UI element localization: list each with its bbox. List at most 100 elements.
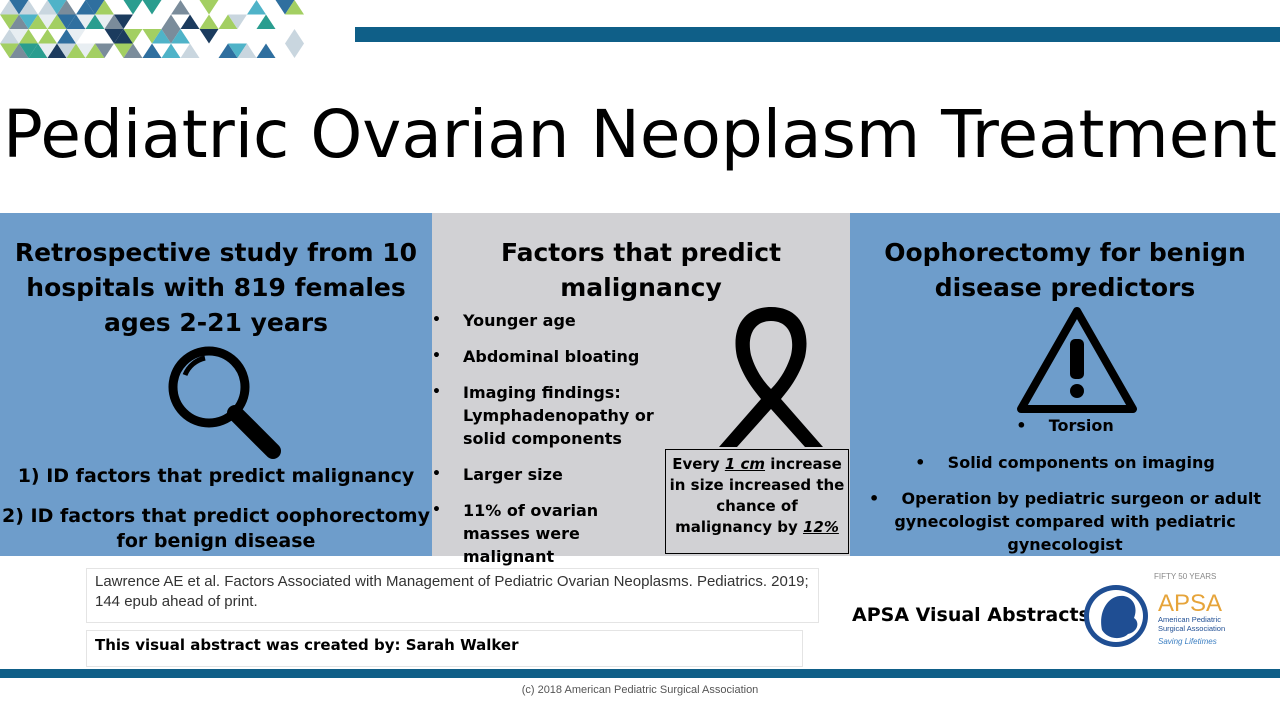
callout-prefix: Every [672, 455, 725, 473]
mosaic-triangle [47, 14, 67, 29]
copyright-notice: (c) 2018 American Pediatric Surgical Ass… [521, 684, 759, 696]
logo-org-line: Surgical Association [1158, 624, 1225, 633]
mosaic-triangle [38, 43, 57, 58]
aim-one: 1) ID factors that predict malignancy [17, 465, 415, 487]
factor-item: Younger age [432, 309, 667, 332]
magnifying-glass-icon [168, 346, 281, 459]
apsa-logo: FIFTY 50 YEARS APSA American Pediatric S… [1084, 572, 1225, 647]
mosaic-triangle [0, 14, 19, 29]
callout-percent: 12% [802, 518, 839, 536]
mosaic-triangle [123, 0, 143, 15]
oophorectomy-heading: Oophorectomy for benign disease predicto… [850, 235, 1280, 305]
mosaic-triangle [76, 0, 95, 15]
predictor-text: Operation by pediatric surgeon or adult … [894, 489, 1262, 554]
mosaic-triangle [247, 0, 266, 15]
page-title: Pediatric Ovarian Neoplasm Treatment [2, 96, 1278, 173]
citation-box: Lawrence AE et al. Factors Associated wi… [86, 568, 819, 623]
mosaic-triangle [85, 14, 105, 29]
mosaic-triangle [199, 29, 219, 44]
warning-icon [1017, 307, 1137, 413]
mosaic-triangle [66, 14, 86, 29]
oophorectomy-predictors-panel: Oophorectomy for benign disease predicto… [850, 213, 1280, 556]
mosaic-triangle [95, 0, 114, 15]
mosaic-triangle [285, 0, 304, 15]
mosaic-triangle [275, 0, 295, 15]
mosaic-triangle [76, 14, 95, 29]
mosaic-triangle [256, 14, 276, 29]
size-risk-callout: Every 1 cm increase in size increased th… [665, 449, 849, 554]
mosaic-triangle [142, 29, 162, 44]
mosaic-triangle [114, 14, 133, 29]
factor-item: Imaging findings: Lymphadenopathy or sol… [432, 381, 667, 450]
mosaic-triangle [123, 29, 143, 44]
mosaic-triangle [85, 43, 105, 58]
mosaic-triangle [76, 43, 95, 58]
malignancy-factors-panel: Factors that predict malignancy Younger … [432, 213, 850, 566]
mosaic-triangle [9, 29, 29, 44]
heading-line: Retrospective study from 10 [14, 238, 418, 267]
factor-item: 11% of ovarian masses were malignant [432, 499, 667, 568]
mosaic-triangle [57, 0, 76, 15]
mosaic-triangle [47, 43, 67, 58]
mosaic-triangle [123, 43, 143, 58]
mosaic-triangle [171, 29, 190, 44]
mosaic-triangle [228, 14, 247, 29]
mosaic-triangle [28, 43, 48, 58]
mosaic-triangle [218, 43, 238, 58]
mosaic-triangle [19, 14, 38, 29]
mosaic-triangle [256, 43, 276, 58]
heading-line: disease predictors [934, 273, 1196, 302]
mosaic-triangle [66, 29, 86, 44]
aim-two: 2) ID factors that predict oophorectomy … [0, 504, 432, 554]
factor-item: Larger size [432, 463, 667, 486]
mosaic-triangle [171, 0, 190, 15]
mosaic-triangle [0, 29, 19, 44]
mosaic-triangle [47, 0, 67, 15]
top-accent-bar [355, 27, 1280, 42]
mosaic-triangle [180, 43, 200, 58]
callout-size: 1 cm [724, 455, 766, 473]
mosaic-triangle [57, 29, 76, 44]
mosaic-triangle [180, 14, 200, 29]
mosaic-triangle [142, 43, 162, 58]
heading-line: Oophorectomy for benign [884, 238, 1246, 267]
mosaic-triangle [38, 14, 57, 29]
mosaic-triangle [161, 29, 181, 44]
mosaic-triangle [28, 14, 48, 29]
mosaic-triangle [19, 29, 38, 44]
logo-acronym: APSA [1158, 590, 1222, 617]
study-design-panel: Retrospective study from 10 hospitals wi… [0, 213, 432, 556]
mosaic-triangle [161, 43, 181, 58]
mosaic-triangle [9, 14, 29, 29]
mosaic-triangle [66, 43, 86, 58]
heading-line: ages 2-21 years [104, 308, 328, 337]
mosaic-triangle [38, 29, 57, 44]
mosaic-triangle [142, 0, 162, 15]
heading-line: malignancy [560, 273, 722, 302]
mosaic-triangle [57, 43, 76, 58]
mosaic-triangle [38, 0, 57, 15]
mosaic-triangle [57, 14, 76, 29]
heading-line: Factors that predict [500, 238, 782, 267]
mosaic-triangle [285, 29, 304, 44]
awareness-ribbon-icon [719, 307, 823, 447]
heading-line: hospitals with 819 females [26, 273, 406, 302]
mosaic-triangle [19, 43, 38, 58]
mosaic-triangle [228, 43, 247, 58]
predictor-text: Torsion [1048, 416, 1114, 435]
mosaic-triangle [152, 29, 171, 44]
mosaic-triangle [9, 0, 29, 15]
mosaic-triangle [95, 14, 114, 29]
mosaic-triangle [114, 29, 133, 44]
aim-two-line: for benign disease [116, 530, 316, 552]
mosaic-triangle [199, 14, 219, 29]
mosaic-triangle [85, 0, 105, 15]
mosaic-triangle [285, 43, 304, 58]
mosaic-triangle [199, 0, 219, 15]
study-design-heading: Retrospective study from 10 hospitals wi… [0, 235, 432, 340]
mosaic-triangle [19, 0, 38, 15]
mosaic-triangle [161, 14, 181, 29]
mosaic-triangle [104, 29, 124, 44]
aim-two-line: 2) ID factors that predict oophorectomy [2, 505, 430, 527]
brand-label: APSA Visual Abstracts [852, 604, 1090, 626]
